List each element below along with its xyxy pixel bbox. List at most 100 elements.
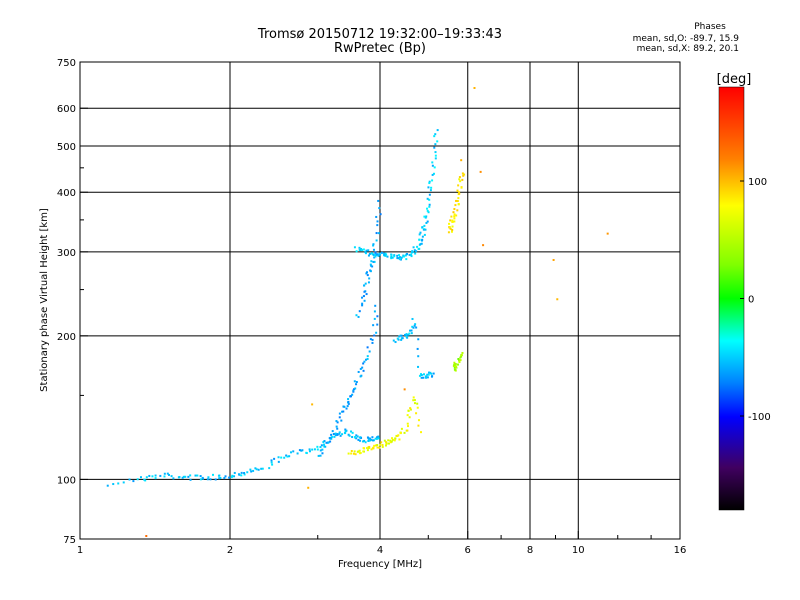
data-point — [369, 338, 372, 341]
data-points-layer — [106, 86, 609, 538]
data-point — [431, 179, 434, 182]
x-tick-label: 4 — [377, 545, 383, 556]
data-point — [423, 224, 426, 227]
data-point — [371, 341, 374, 344]
data-point — [347, 398, 350, 401]
data-point — [356, 435, 359, 438]
y-tick-label: 500 — [57, 142, 76, 153]
data-point — [277, 456, 280, 459]
data-point — [163, 472, 166, 475]
data-point — [355, 250, 358, 253]
data-point — [230, 476, 233, 479]
data-point — [408, 416, 411, 419]
data-point — [359, 439, 362, 442]
data-point — [398, 256, 401, 259]
data-point — [410, 253, 413, 256]
data-point — [400, 334, 403, 337]
data-point — [428, 203, 431, 206]
data-point — [425, 221, 428, 224]
y-tick-label: 100 — [57, 475, 76, 486]
data-point — [556, 298, 559, 301]
data-point — [366, 449, 369, 452]
data-point — [426, 209, 429, 212]
data-point — [357, 438, 360, 441]
data-point — [362, 450, 365, 453]
phase-stats-x: mean, sd,X: 89.2, 20.1 — [636, 44, 739, 54]
data-point — [370, 264, 373, 267]
data-point — [370, 260, 373, 263]
data-point — [427, 211, 430, 214]
data-point — [268, 467, 271, 470]
data-point — [380, 441, 383, 444]
data-point — [424, 216, 427, 219]
data-point — [408, 329, 411, 332]
data-point — [360, 374, 363, 377]
data-point — [353, 380, 356, 383]
data-point — [431, 375, 434, 378]
data-point — [218, 477, 221, 480]
data-point — [350, 452, 353, 455]
data-point — [389, 439, 392, 442]
data-point — [350, 450, 353, 453]
data-point — [412, 396, 415, 399]
data-point — [321, 448, 324, 451]
data-point — [163, 475, 166, 478]
data-point — [317, 454, 320, 457]
data-point — [366, 346, 369, 349]
data-point — [376, 446, 379, 449]
data-point — [332, 433, 335, 436]
data-point — [421, 235, 424, 238]
data-point — [426, 376, 429, 379]
data-point — [363, 360, 366, 363]
data-point — [372, 243, 375, 246]
data-point — [479, 170, 482, 173]
data-point — [370, 438, 373, 441]
data-point — [209, 478, 212, 481]
data-point — [376, 323, 379, 326]
data-point — [154, 477, 157, 480]
data-point — [252, 469, 255, 472]
data-point — [409, 407, 412, 410]
data-point — [344, 432, 347, 435]
data-point — [139, 476, 142, 479]
data-point — [231, 474, 234, 477]
data-point — [371, 439, 374, 442]
data-point — [330, 433, 333, 436]
data-point — [434, 143, 437, 146]
data-point — [331, 435, 334, 438]
data-point — [387, 442, 390, 445]
data-point — [148, 474, 151, 477]
data-point — [285, 454, 288, 457]
data-point — [151, 475, 154, 478]
data-point — [434, 157, 437, 160]
data-point — [452, 365, 455, 368]
data-point — [348, 434, 351, 437]
data-point — [461, 172, 464, 175]
data-point — [372, 244, 375, 247]
data-point — [427, 373, 430, 376]
data-point — [460, 355, 463, 358]
data-point — [364, 251, 367, 254]
data-point — [214, 478, 217, 481]
data-point — [254, 467, 257, 470]
data-point — [415, 250, 418, 253]
x-tick-label: 6 — [465, 545, 471, 556]
data-point — [364, 290, 367, 293]
data-point — [368, 439, 371, 442]
data-point — [456, 363, 459, 366]
data-point — [355, 434, 358, 437]
data-point — [331, 430, 334, 433]
data-point — [434, 133, 437, 136]
data-point — [132, 480, 135, 483]
data-point — [410, 332, 413, 335]
data-point — [416, 245, 419, 248]
data-point — [246, 471, 249, 474]
data-point — [170, 475, 173, 478]
data-point — [372, 446, 375, 449]
data-point — [358, 310, 361, 313]
data-point — [433, 146, 436, 149]
data-point — [448, 226, 451, 229]
data-point — [336, 433, 339, 436]
data-point — [414, 252, 417, 255]
data-point — [233, 471, 236, 474]
